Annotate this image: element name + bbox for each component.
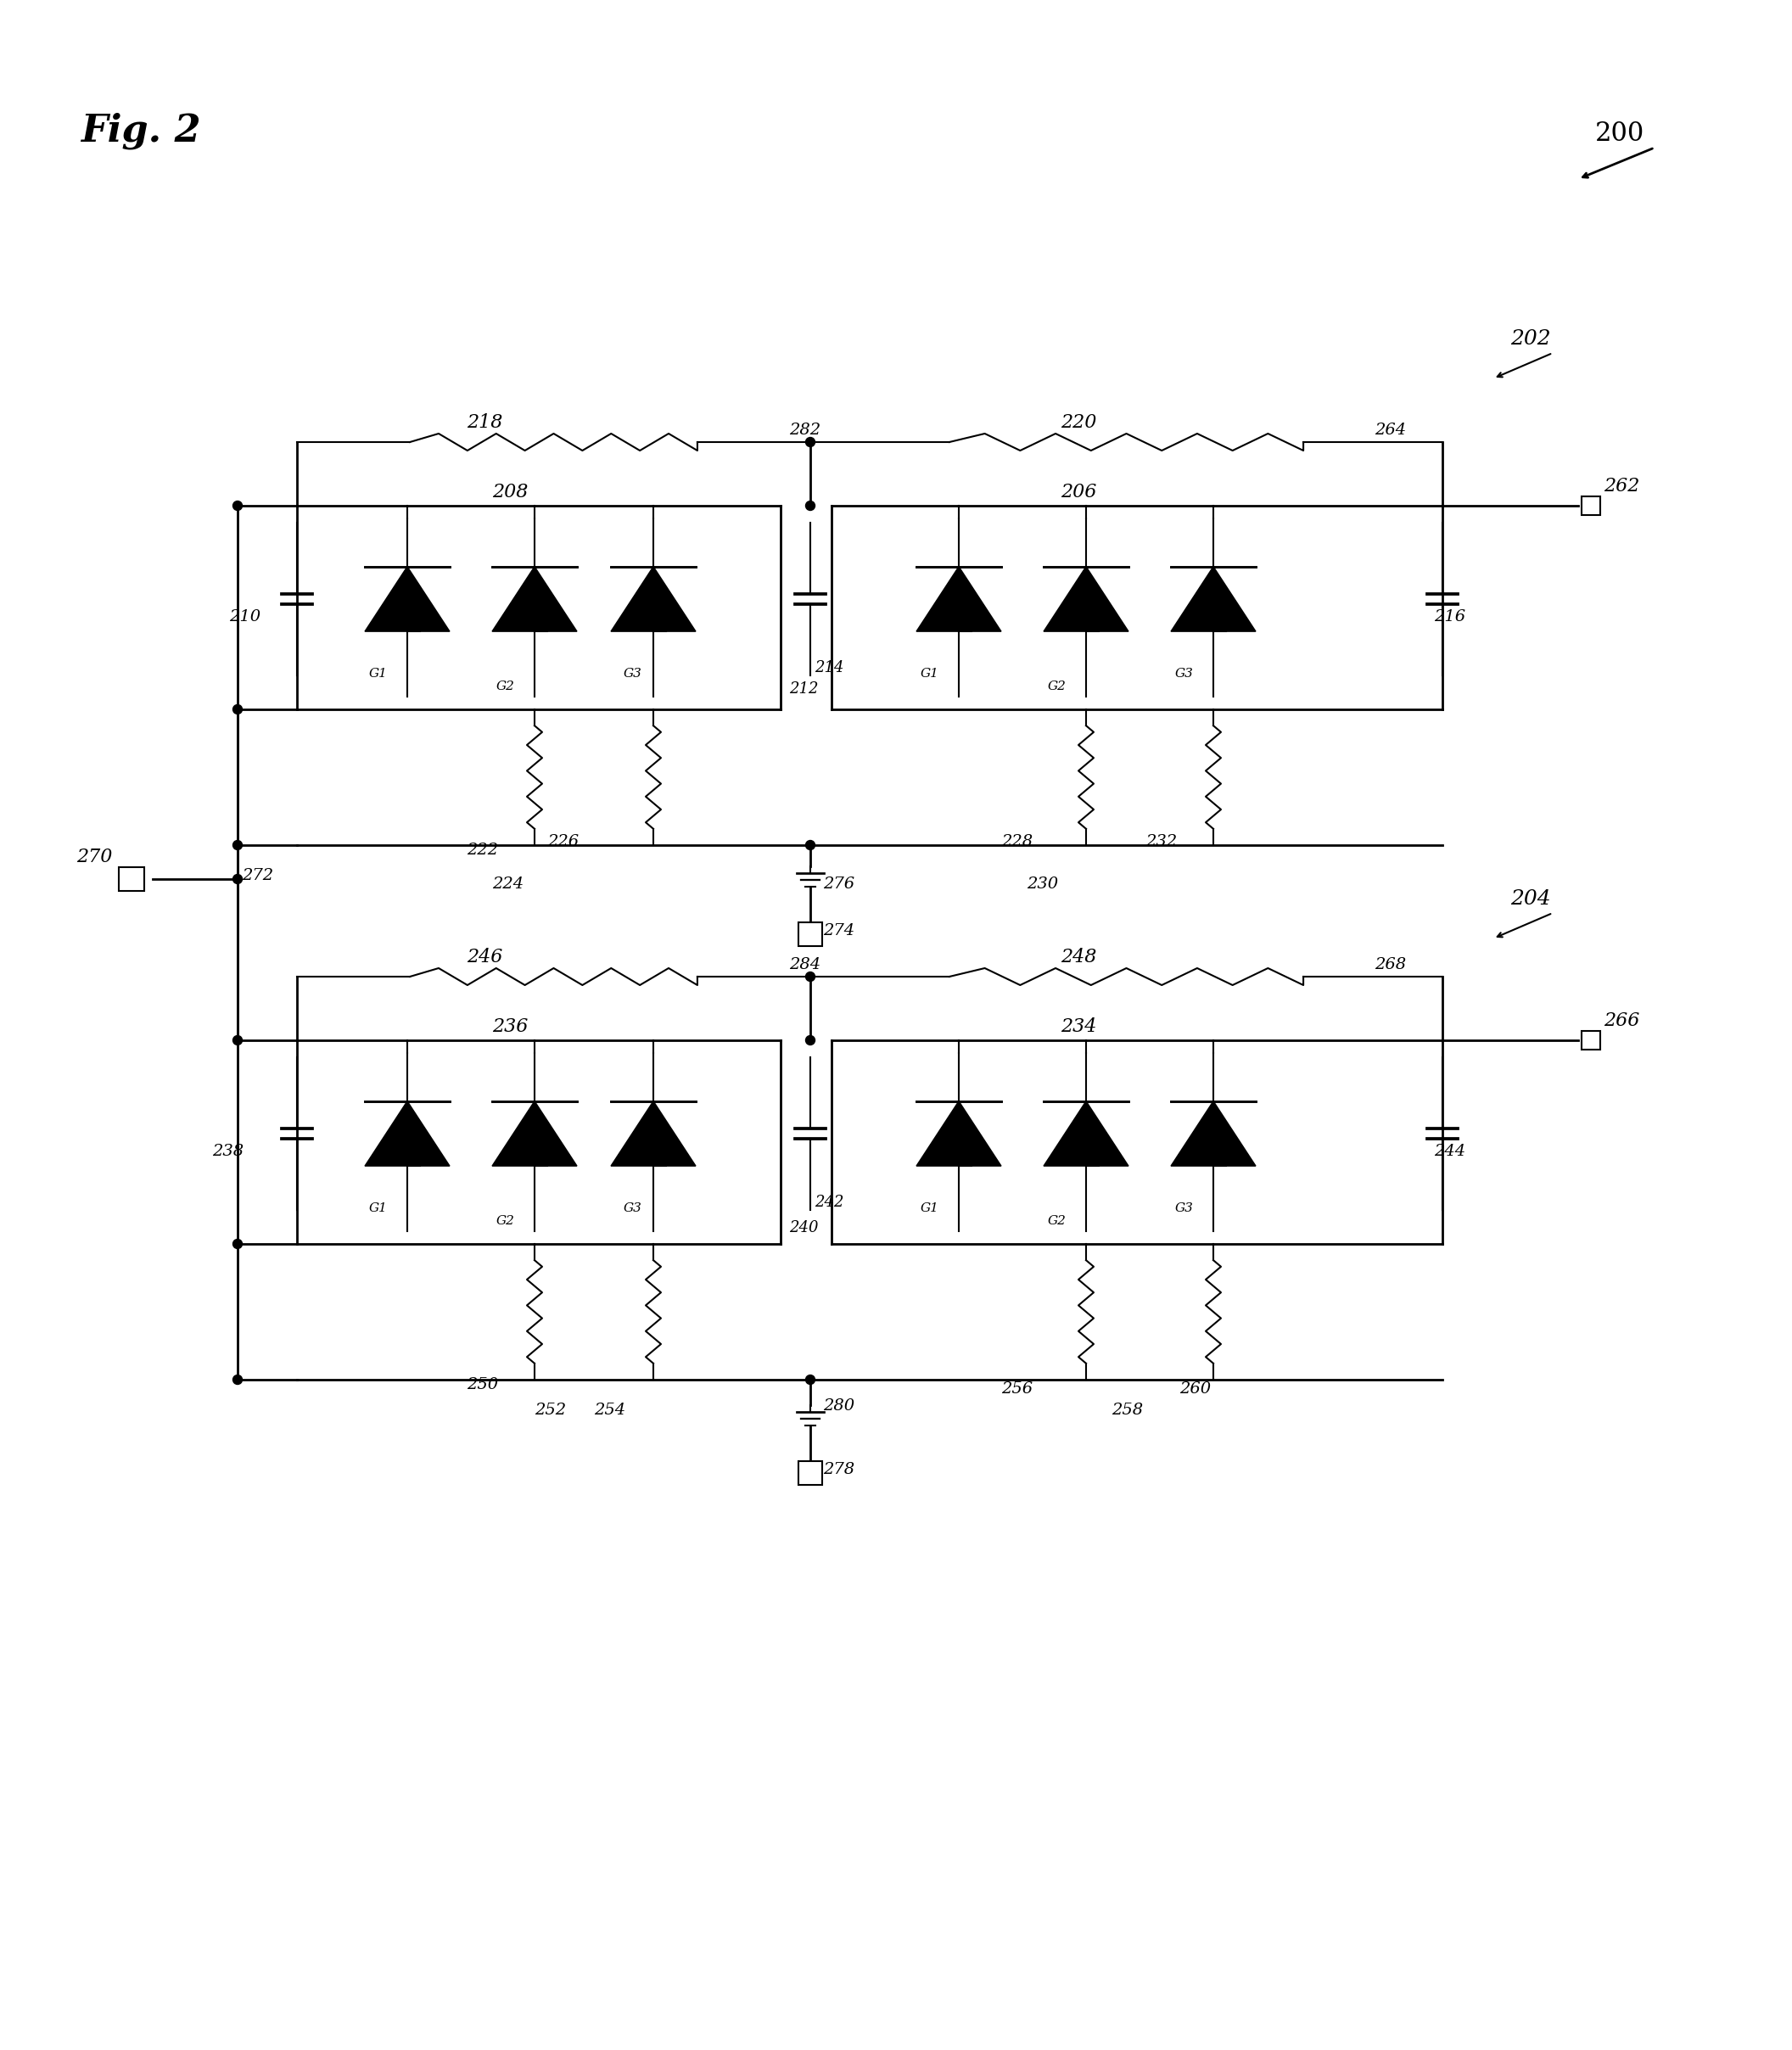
Text: 250: 250 [466, 1378, 498, 1392]
Text: G3: G3 [624, 1203, 642, 1214]
Text: 246: 246 [466, 947, 502, 966]
Text: 234: 234 [1061, 1017, 1097, 1035]
Polygon shape [611, 566, 695, 631]
Text: 202: 202 [1511, 330, 1550, 348]
Polygon shape [1170, 1101, 1256, 1166]
Text: 260: 260 [1179, 1382, 1211, 1396]
Circle shape [806, 1035, 815, 1045]
Text: 282: 282 [788, 422, 821, 439]
Text: 252: 252 [534, 1402, 566, 1419]
Text: 276: 276 [823, 877, 855, 892]
Text: 224: 224 [493, 877, 523, 892]
Text: 256: 256 [1002, 1382, 1032, 1396]
Circle shape [806, 437, 815, 447]
Text: 218: 218 [466, 414, 502, 433]
Text: 242: 242 [815, 1195, 844, 1210]
Circle shape [806, 840, 815, 851]
Text: 232: 232 [1145, 834, 1177, 849]
Text: G2: G2 [496, 681, 514, 693]
Text: 212: 212 [788, 681, 819, 697]
Text: Fig. 2: Fig. 2 [81, 113, 201, 150]
Circle shape [806, 500, 815, 510]
FancyBboxPatch shape [1582, 1031, 1600, 1050]
Circle shape [806, 1376, 815, 1384]
Text: 230: 230 [1027, 877, 1057, 892]
Text: G1: G1 [921, 668, 939, 681]
Circle shape [233, 1376, 242, 1384]
Text: 220: 220 [1061, 414, 1097, 433]
Text: G2: G2 [496, 1216, 514, 1228]
Text: 280: 280 [823, 1398, 855, 1414]
Circle shape [233, 705, 242, 713]
Text: 244: 244 [1434, 1144, 1466, 1158]
Text: G1: G1 [369, 1203, 387, 1214]
Circle shape [233, 500, 242, 510]
Text: 240: 240 [788, 1220, 819, 1236]
Text: G2: G2 [1048, 681, 1066, 693]
Text: 214: 214 [815, 660, 844, 674]
Text: 204: 204 [1511, 890, 1550, 908]
Text: 226: 226 [547, 834, 579, 849]
FancyBboxPatch shape [799, 1462, 823, 1484]
Polygon shape [366, 1101, 450, 1166]
Text: 264: 264 [1374, 422, 1407, 439]
FancyBboxPatch shape [799, 922, 823, 947]
Text: 236: 236 [493, 1017, 529, 1035]
Text: G3: G3 [624, 668, 642, 681]
Text: 228: 228 [1002, 834, 1032, 849]
Text: 266: 266 [1604, 1011, 1640, 1029]
Circle shape [233, 840, 242, 851]
Text: 254: 254 [593, 1402, 625, 1419]
Polygon shape [916, 566, 1002, 631]
Text: G3: G3 [1176, 668, 1193, 681]
Text: 284: 284 [788, 957, 821, 972]
Polygon shape [366, 566, 450, 631]
Text: 278: 278 [823, 1462, 855, 1478]
Text: 222: 222 [466, 843, 498, 857]
Polygon shape [1170, 566, 1256, 631]
Text: 206: 206 [1061, 484, 1097, 502]
FancyBboxPatch shape [1582, 496, 1600, 515]
Text: 208: 208 [493, 484, 529, 502]
Text: G2: G2 [1048, 1216, 1066, 1228]
Text: 268: 268 [1374, 957, 1407, 972]
Text: G1: G1 [921, 1203, 939, 1214]
Text: 262: 262 [1604, 478, 1640, 496]
Text: 210: 210 [229, 609, 260, 625]
Polygon shape [493, 566, 577, 631]
Text: 238: 238 [211, 1144, 244, 1158]
Circle shape [233, 875, 242, 884]
Circle shape [233, 1240, 242, 1248]
Polygon shape [1043, 566, 1129, 631]
Circle shape [806, 972, 815, 982]
Polygon shape [1043, 1101, 1129, 1166]
Text: G1: G1 [369, 668, 387, 681]
Polygon shape [611, 1101, 695, 1166]
Circle shape [233, 1035, 242, 1045]
Text: 270: 270 [77, 847, 113, 867]
Polygon shape [493, 1101, 577, 1166]
Text: 248: 248 [1061, 947, 1097, 966]
Text: 200: 200 [1595, 121, 1645, 148]
Text: 274: 274 [823, 922, 855, 939]
Text: 258: 258 [1111, 1402, 1143, 1419]
Polygon shape [916, 1101, 1002, 1166]
Text: 216: 216 [1434, 609, 1466, 625]
Text: 272: 272 [242, 867, 274, 884]
FancyBboxPatch shape [118, 867, 143, 892]
Text: G3: G3 [1176, 1203, 1193, 1214]
